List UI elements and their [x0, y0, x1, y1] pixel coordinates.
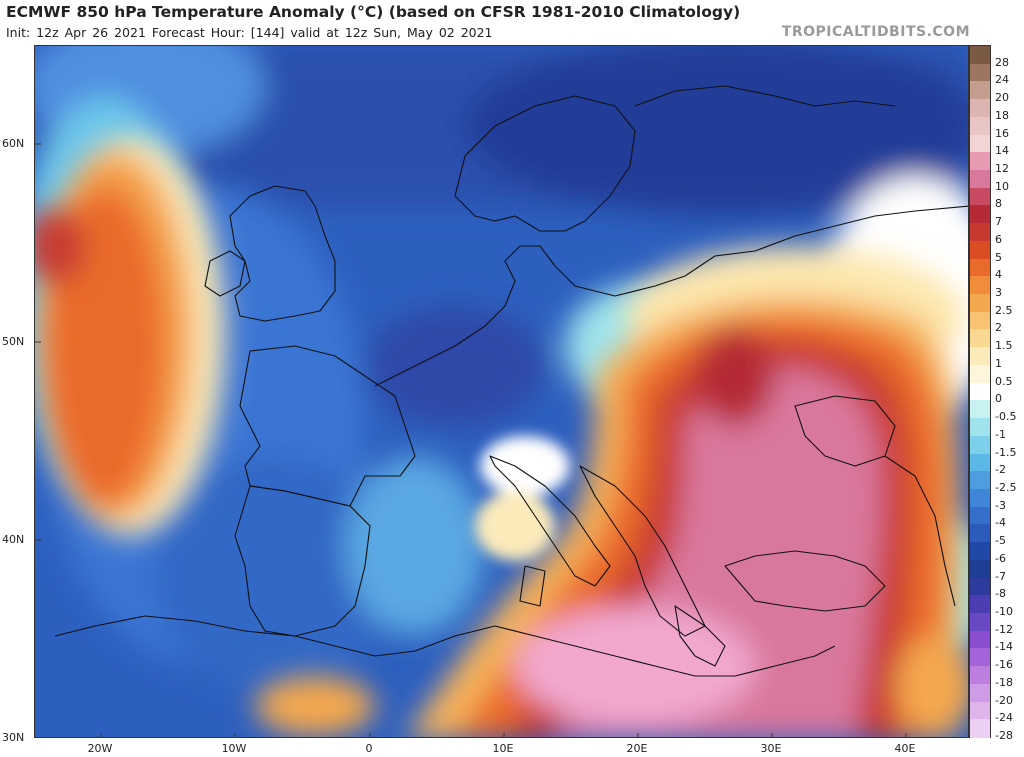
- colorbar-label: -3: [995, 498, 1006, 512]
- colorbar-cell: [970, 400, 990, 419]
- colorbar-label: -4: [995, 516, 1006, 530]
- colorbar-label: 16: [995, 126, 1009, 140]
- colorbar-cell: [970, 223, 990, 242]
- lat-label-60n: 60N: [2, 137, 25, 150]
- colorbar-label: -20: [995, 693, 1013, 707]
- colorbar-label: -1.5: [995, 445, 1017, 459]
- colorbar-label: -28: [995, 729, 1013, 742]
- colorbar-label: 28: [995, 55, 1009, 69]
- colorbar-cell: [970, 542, 990, 561]
- colorbar-cell: [970, 294, 990, 313]
- colorbar-label: -14: [995, 640, 1013, 654]
- colorbar-label: -2.5: [995, 480, 1017, 494]
- lon-label-30e: 30E: [760, 742, 782, 755]
- colorbar-cell: [970, 187, 990, 207]
- colorbar-label: 8: [995, 197, 1002, 211]
- colorbar-cell: [970, 364, 990, 384]
- colorbar-label: -18: [995, 675, 1013, 689]
- colorbar-label: 12: [995, 162, 1009, 176]
- colorbar-label: -6: [995, 551, 1006, 565]
- lon-label-10w: 10W: [221, 742, 247, 755]
- lon-label-0: 0: [365, 742, 373, 755]
- colorbar: [969, 45, 991, 738]
- colorbar-cell: [970, 595, 990, 614]
- colorbar-cell: [970, 311, 990, 331]
- colorbar-label: 1.5: [995, 339, 1013, 353]
- lon-label-20w: 20W: [87, 742, 113, 755]
- lon-label-40e: 40E: [894, 742, 916, 755]
- colorbar-label: 20: [995, 91, 1009, 105]
- colorbar-label: 18: [995, 108, 1009, 122]
- colorbar-label: 0.5: [995, 374, 1013, 388]
- colorbar-cell: [970, 612, 990, 632]
- colorbar-label: 7: [995, 215, 1002, 229]
- lat-label-40n: 40N: [2, 533, 25, 546]
- colorbar-label: -7: [995, 569, 1006, 583]
- colorbar-cell: [970, 701, 990, 720]
- lon-label-10e: 10E: [492, 742, 514, 755]
- colorbar-cell: [970, 81, 990, 100]
- colorbar-cell: [970, 559, 990, 579]
- colorbar-cell: [970, 719, 990, 738]
- colorbar-label: -8: [995, 587, 1006, 601]
- colorbar-cell: [970, 506, 990, 525]
- colorbar-label: 5: [995, 250, 1002, 264]
- colorbar-label: -16: [995, 658, 1013, 672]
- anomaly-map: [34, 45, 969, 738]
- colorbar-label: -0.5: [995, 410, 1017, 424]
- colorbar-label: 1: [995, 356, 1002, 370]
- colorbar-label: 4: [995, 268, 1002, 282]
- colorbar-cell: [970, 382, 990, 401]
- colorbar-cell: [970, 170, 990, 189]
- lat-label-50n: 50N: [2, 335, 25, 348]
- colorbar-cell: [970, 99, 990, 118]
- map-title: ECMWF 850 hPa Temperature Anomaly (°C) (…: [6, 3, 741, 21]
- colorbar-cell: [970, 46, 990, 65]
- colorbar-cell: [970, 471, 990, 490]
- colorbar-cell: [970, 488, 990, 508]
- colorbar-label: -12: [995, 622, 1013, 636]
- colorbar-label: -2: [995, 463, 1006, 477]
- colorbar-cell: [970, 276, 990, 295]
- colorbar-label: 3: [995, 286, 1002, 300]
- colorbar-cell: [970, 347, 990, 366]
- lat-label-30n: 30N: [2, 731, 25, 744]
- anomaly-field: [35, 46, 968, 737]
- colorbar-cell: [970, 329, 990, 348]
- colorbar-label: 2.5: [995, 303, 1013, 317]
- colorbar-cell: [970, 648, 990, 667]
- colorbar-cell: [970, 116, 990, 136]
- colorbar-label: 10: [995, 179, 1009, 193]
- colorbar-cell: [970, 134, 990, 153]
- colorbar-cell: [970, 63, 990, 83]
- colorbar-cell: [970, 240, 990, 260]
- colorbar-label: 2: [995, 321, 1002, 335]
- colorbar-label: -5: [995, 534, 1006, 548]
- colorbar-cell: [970, 683, 990, 703]
- colorbar-label: -10: [995, 604, 1013, 618]
- colorbar-label: 6: [995, 232, 1002, 246]
- brand-watermark[interactable]: TROPICALTIDBITS.COM: [781, 24, 970, 40]
- colorbar-label: -1: [995, 427, 1006, 441]
- colorbar-cell: [970, 453, 990, 472]
- colorbar-cell: [970, 418, 990, 437]
- lon-label-20e: 20E: [626, 742, 648, 755]
- forecast-info: Init: 12z Apr 26 2021 Forecast Hour: [14…: [6, 25, 493, 40]
- colorbar-label: -24: [995, 711, 1013, 725]
- colorbar-label: 14: [995, 144, 1009, 158]
- colorbar-cell: [970, 630, 990, 649]
- colorbar-cell: [970, 524, 990, 543]
- colorbar-label: 0: [995, 392, 1002, 406]
- colorbar-cell: [970, 205, 990, 224]
- colorbar-cell: [970, 577, 990, 596]
- colorbar-cell: [970, 152, 990, 171]
- colorbar-cell: [970, 258, 990, 277]
- colorbar-cell: [970, 666, 990, 685]
- colorbar-label: 24: [995, 73, 1009, 87]
- colorbar-cell: [970, 435, 990, 455]
